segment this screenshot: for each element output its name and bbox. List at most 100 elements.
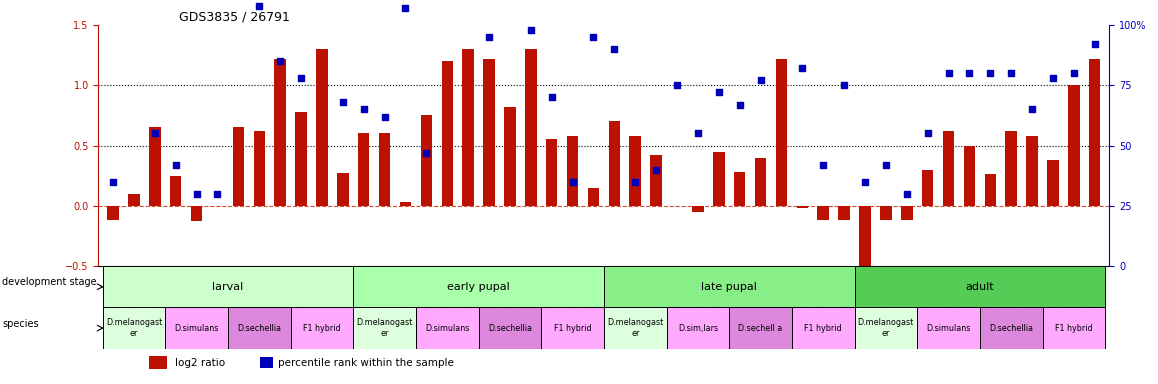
Bar	[859, 206, 871, 288]
Point	[479, 34, 498, 40]
Bar	[776, 59, 787, 206]
Bar	[483, 59, 494, 206]
Bar	[541, 308, 603, 349]
Point	[647, 167, 666, 173]
Bar	[149, 127, 161, 206]
Point	[250, 3, 269, 9]
Text: D.sim,lars: D.sim,lars	[677, 324, 718, 333]
Point	[856, 179, 874, 185]
Bar	[667, 308, 730, 349]
Text: D.melanogast
er: D.melanogast er	[105, 318, 162, 338]
Bar	[416, 308, 478, 349]
Bar	[170, 175, 182, 206]
Bar	[980, 308, 1042, 349]
Bar	[545, 139, 557, 206]
Bar	[730, 308, 792, 349]
Bar	[400, 202, 411, 206]
Point	[1064, 70, 1083, 76]
Bar	[478, 308, 541, 349]
Bar	[166, 308, 228, 349]
Point	[208, 191, 227, 197]
Bar	[228, 308, 291, 349]
Bar	[922, 170, 933, 206]
Text: D.simulans: D.simulans	[425, 324, 469, 333]
Bar	[797, 206, 808, 208]
Point	[334, 99, 352, 105]
Bar	[1026, 136, 1038, 206]
Point	[877, 162, 895, 168]
Bar	[254, 131, 265, 206]
Bar	[818, 206, 829, 220]
Point	[626, 179, 645, 185]
Text: F1 hybrid: F1 hybrid	[805, 324, 842, 333]
Bar	[838, 206, 850, 220]
Text: D.melanogast
er: D.melanogast er	[858, 318, 914, 338]
Bar	[108, 206, 119, 220]
Bar	[792, 308, 855, 349]
Point	[292, 75, 310, 81]
Bar	[943, 131, 954, 206]
Bar	[316, 49, 328, 206]
Point	[793, 65, 812, 71]
Point	[1023, 106, 1041, 113]
Text: adult: adult	[966, 282, 995, 292]
Point	[1043, 75, 1062, 81]
Bar	[734, 172, 746, 206]
Point	[271, 58, 290, 64]
Point	[542, 94, 560, 100]
Text: D.simulans: D.simulans	[926, 324, 970, 333]
Bar	[462, 49, 474, 206]
Point	[396, 5, 415, 11]
Point	[918, 131, 937, 137]
Bar	[692, 206, 704, 212]
Bar	[901, 206, 913, 220]
Point	[939, 70, 958, 76]
Text: species: species	[2, 319, 39, 329]
Point	[584, 34, 602, 40]
Bar	[261, 357, 273, 368]
Point	[752, 77, 770, 83]
Point	[563, 179, 581, 185]
Bar	[379, 134, 390, 206]
Bar	[984, 174, 996, 206]
Bar	[588, 188, 599, 206]
Text: larval: larval	[212, 282, 243, 292]
Point	[1085, 41, 1104, 47]
Bar	[129, 194, 140, 206]
Bar	[609, 121, 620, 206]
Point	[167, 162, 185, 168]
Bar	[441, 61, 453, 206]
Bar	[917, 308, 980, 349]
Text: D.simulans: D.simulans	[175, 324, 219, 333]
Bar	[353, 266, 604, 308]
Point	[521, 27, 540, 33]
Bar	[291, 308, 353, 349]
Bar	[358, 134, 369, 206]
Text: D.melanogast
er: D.melanogast er	[357, 318, 412, 338]
Text: D.sechellia: D.sechellia	[488, 324, 532, 333]
Point	[188, 191, 206, 197]
Bar	[651, 155, 662, 206]
Text: log2 ratio: log2 ratio	[175, 358, 226, 367]
Bar	[855, 308, 917, 349]
Text: late pupal: late pupal	[702, 282, 757, 292]
Bar	[337, 173, 349, 206]
Point	[606, 46, 624, 52]
Bar	[855, 266, 1105, 308]
Point	[146, 131, 164, 137]
Bar	[880, 206, 892, 220]
Bar	[603, 266, 855, 308]
Bar	[755, 157, 767, 206]
Point	[981, 70, 999, 76]
Bar	[353, 308, 416, 349]
Bar	[566, 136, 578, 206]
Text: D.sechellia: D.sechellia	[237, 324, 281, 333]
Point	[835, 82, 853, 88]
Point	[668, 82, 687, 88]
Point	[104, 179, 123, 185]
Bar	[1047, 160, 1058, 206]
Text: early pupal: early pupal	[447, 282, 510, 292]
Bar	[420, 115, 432, 206]
Text: D.melanogast
er: D.melanogast er	[607, 318, 664, 338]
Bar	[274, 59, 286, 206]
